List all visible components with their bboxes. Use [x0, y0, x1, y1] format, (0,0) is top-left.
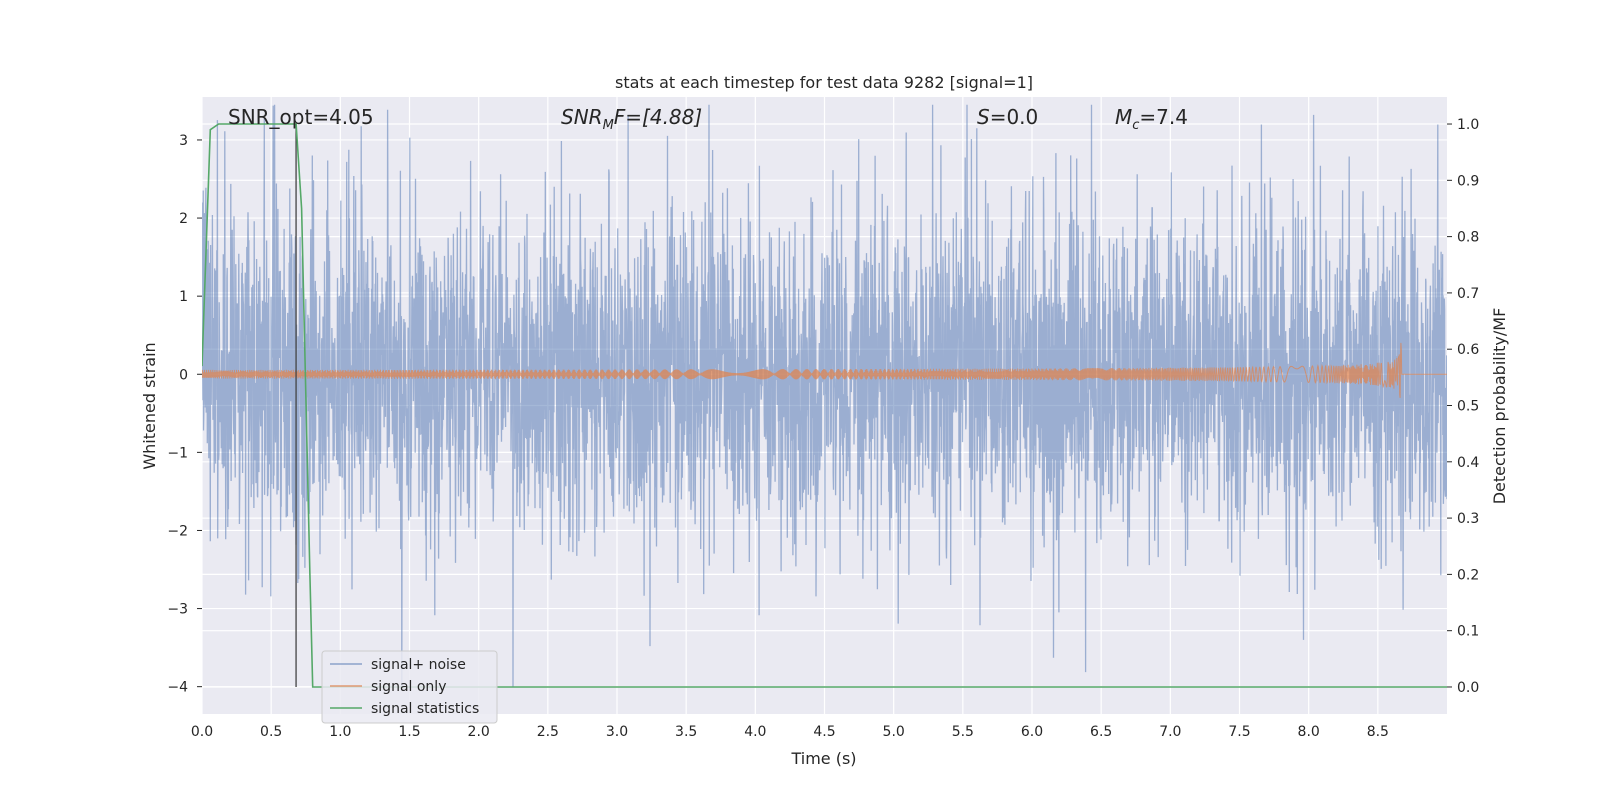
x-tick-label: 4.0 [744, 724, 766, 740]
x-axis-label: Time (s) [790, 749, 856, 768]
y-left-tick-label: −2 [167, 523, 188, 539]
y-right-tick-label: 0.3 [1457, 511, 1479, 527]
series-signal-statistics [202, 123, 1447, 688]
y-right-tick-label: 0.1 [1457, 624, 1479, 640]
chart-title: stats at each timestep for test data 928… [615, 73, 1033, 92]
plot-area [202, 104, 1447, 688]
y-right-tick-label: 0.0 [1457, 680, 1479, 696]
y-right-axis-ticks: 1.0 0.9 0.8 0.7 0.6 0.5 0.4 0.3 0.2 0.1 0.0 [1447, 117, 1479, 696]
x-tick-label: 0.5 [260, 724, 282, 740]
series-signal-only [202, 342, 1447, 398]
y-right-tick-label: 0.6 [1457, 342, 1479, 358]
legend-label-signal-only: signal only [371, 679, 446, 695]
y-right-tick-label: 0.7 [1457, 286, 1479, 302]
y-left-tick-label: 1 [179, 289, 188, 305]
x-tick-label: 3.5 [675, 724, 697, 740]
x-tick-label: 4.5 [813, 724, 835, 740]
series-signal-noise [202, 104, 1447, 687]
legend-box [321, 650, 498, 724]
y-right-tick-label: 0.8 [1457, 230, 1479, 246]
annotation-snr-opt: SNR_opt=4.05 [228, 105, 374, 129]
x-tick-label: 5.5 [952, 724, 974, 740]
x-tick-label: 8.0 [1298, 724, 1320, 740]
x-tick-label: 1.0 [329, 724, 351, 740]
x-tick-label: 0.0 [191, 724, 213, 740]
x-tick-label: 7.5 [1228, 724, 1250, 740]
x-tick-label: 1.5 [398, 724, 420, 740]
legend-label-signal-noise: signal+ noise [371, 657, 466, 673]
y-left-axis-label: Whitened strain [140, 342, 159, 469]
x-tick-label: 2.0 [468, 724, 490, 740]
annotation-snr-mf: SNRMF=[4.88] [561, 105, 702, 133]
y-left-tick-label: −4 [167, 680, 188, 696]
x-tick-label: 8.5 [1367, 724, 1389, 740]
y-left-tick-label: 2 [179, 211, 188, 227]
y-right-tick-label: 1.0 [1457, 117, 1479, 133]
x-tick-label: 3.0 [606, 724, 628, 740]
y-right-tick-label: 0.5 [1457, 399, 1479, 415]
y-left-tick-label: 3 [179, 133, 188, 149]
y-right-tick-label: 0.9 [1457, 173, 1479, 189]
legend: signal+ noise signal only signal statist… [321, 650, 498, 724]
legend-label-signal-statistics: signal statistics [371, 701, 479, 717]
y-left-tick-label: 0 [179, 367, 188, 383]
x-tick-label: 5.0 [883, 724, 905, 740]
y-right-axis-label: Detection probability/MF [1490, 308, 1509, 505]
y-left-tick-label: −1 [167, 445, 188, 461]
y-left-axis-ticks: 3 2 1 0 −1 −2 −3 −4 [167, 133, 202, 696]
x-tick-label: 6.5 [1090, 724, 1112, 740]
x-tick-label: 6.0 [1021, 724, 1043, 740]
y-right-tick-label: 0.4 [1457, 455, 1479, 471]
annotation-mc: Mc=7.4 [1115, 105, 1188, 133]
x-axis-ticks: 0.0 0.5 1.0 1.5 2.0 2.5 3.0 3.5 4.0 4.5 5.0 5.5 6.0 6… [191, 724, 1389, 740]
y-right-tick-label: 0.2 [1457, 567, 1479, 583]
x-tick-label: 7.0 [1159, 724, 1181, 740]
y-left-tick-label: −3 [167, 602, 188, 618]
x-tick-label: 2.5 [537, 724, 559, 740]
annotation-s: S=0.0 [977, 105, 1038, 129]
